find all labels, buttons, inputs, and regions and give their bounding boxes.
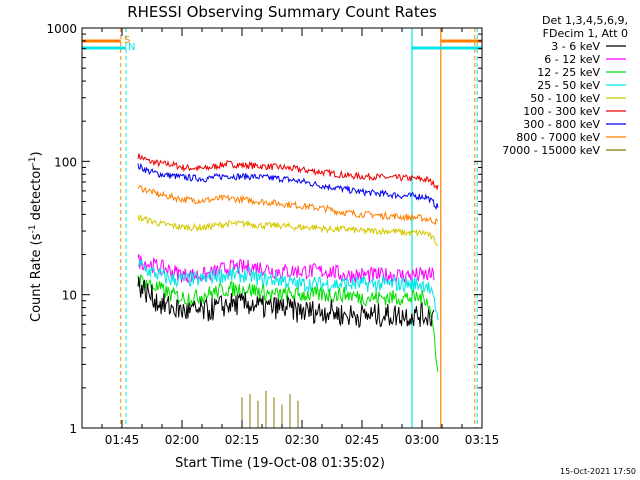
y-axis-label-sup2: -1 — [28, 156, 38, 165]
series-line — [137, 153, 439, 191]
chart-title: RHESSI Observing Summary Count Rates — [127, 3, 437, 21]
legend-label: 800 - 7000 keV — [516, 131, 600, 144]
y-axis-label-pre: Count Rate (s — [29, 233, 44, 322]
y-axis-label: Count Rate (s-1 detector-1) — [28, 151, 44, 322]
legend-label: 12 - 25 keV — [537, 66, 600, 79]
y-axis-label-sup1: -1 — [28, 224, 38, 233]
state-bands: SN — [82, 28, 482, 428]
legend-label: 25 - 50 keV — [537, 79, 600, 92]
series-100-300-kev — [137, 153, 439, 191]
x-tick-label: 03:00 — [405, 433, 440, 447]
state-marker-s: S — [124, 35, 130, 46]
legend-label: 7000 - 15000 keV — [502, 144, 600, 157]
axes: 01:45 02:00 02:15 02:30 02:45 03:00 03:15 1 10 10… — [46, 22, 499, 447]
series-6-12-kev — [137, 253, 435, 284]
state-marker-n: N — [128, 42, 135, 53]
series-line — [137, 184, 439, 226]
x-tick-label: 03:15 — [465, 433, 500, 447]
y-tick-label: 1 — [69, 422, 77, 436]
generated-timestamp: 15-Oct-2021 17:50 — [560, 467, 636, 476]
legend-label: 300 - 800 keV — [523, 118, 600, 131]
series-line — [137, 258, 439, 321]
series-line — [137, 276, 435, 329]
x-tick-label: 01:45 — [105, 433, 140, 447]
series-800-7000-kev — [137, 184, 439, 226]
x-tick-label: 02:15 — [225, 433, 260, 447]
y-tick-label: 1000 — [46, 22, 77, 36]
legend-label: 50 - 100 keV — [530, 92, 600, 105]
y-tick-label: 100 — [54, 155, 77, 169]
legend-header: Det 1,3,4,5,6,9, — [542, 14, 628, 27]
series-line — [137, 274, 439, 372]
x-tick-label: 02:45 — [345, 433, 380, 447]
x-tick-label: 02:00 — [165, 433, 200, 447]
y-tick-label: 10 — [62, 289, 77, 303]
x-tick-label: 02:30 — [285, 433, 320, 447]
series-7000-15000-kev — [241, 390, 299, 428]
series-300-800-kev — [137, 162, 439, 211]
legend-label: 100 - 300 keV — [523, 105, 600, 118]
series-line — [137, 162, 439, 211]
legend: Det 1,3,4,5,6,9,FDecim 1, Att 03 - 6 keV… — [502, 14, 628, 157]
series-group — [137, 153, 439, 428]
series-line — [137, 214, 439, 247]
legend-label: 3 - 6 keV — [551, 40, 600, 53]
series-25-50-kev — [137, 258, 439, 321]
x-axis-label: Start Time (19-Oct-08 01:35:02) — [175, 456, 385, 471]
legend-header: FDecim 1, Att 0 — [543, 27, 628, 40]
y-axis-label-post: ) — [29, 151, 44, 156]
series-3-6-kev — [137, 276, 435, 329]
y-axis-label-mid: detector — [29, 165, 44, 225]
series-line — [137, 253, 435, 284]
series-50-100-kev — [137, 214, 439, 247]
legend-label: 6 - 12 keV — [544, 53, 600, 66]
series-12-25-kev — [137, 274, 439, 372]
